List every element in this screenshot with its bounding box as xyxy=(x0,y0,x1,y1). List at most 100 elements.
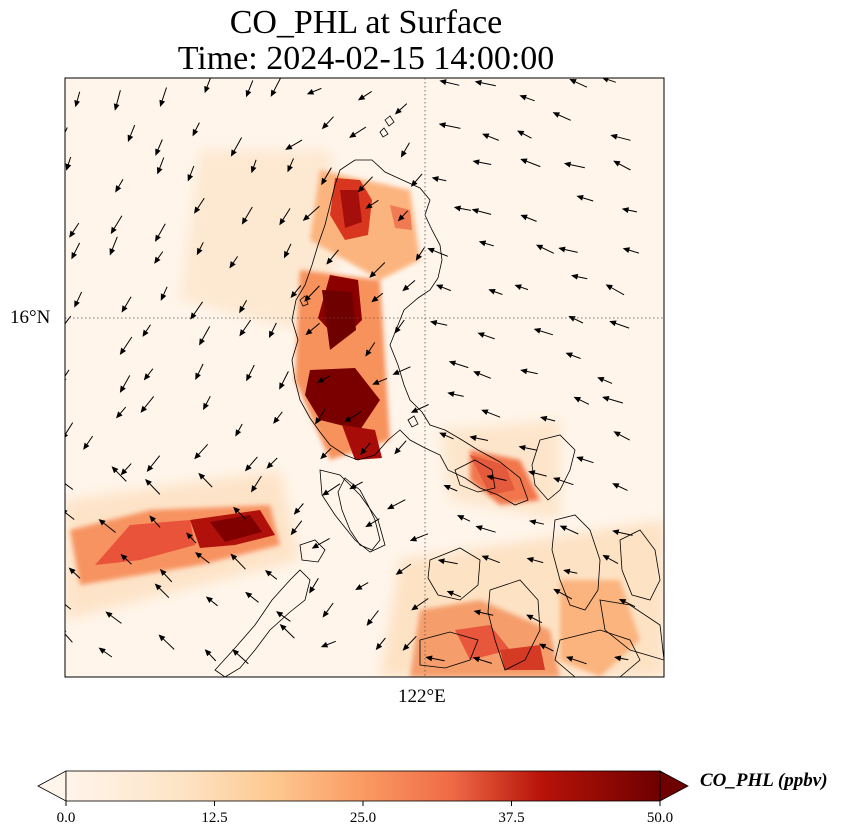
wind-arrow-head xyxy=(194,206,201,214)
wind-arrow-shaft xyxy=(200,326,211,343)
wind-arrow-head xyxy=(239,329,246,337)
wind-arrow-head xyxy=(553,588,561,595)
wind-arrow-head xyxy=(59,479,64,484)
wind-arrow-shaft xyxy=(65,482,74,490)
wind-arrow-head xyxy=(317,377,325,383)
wind-arrow-head xyxy=(375,642,383,651)
wind-arrow-head xyxy=(610,133,618,140)
wind-arrow-head xyxy=(315,417,322,425)
wind-arrow-head xyxy=(203,402,209,411)
wind-arrow-head xyxy=(320,452,328,460)
wind-arrow-head xyxy=(435,284,444,291)
wind-arrow-head xyxy=(478,240,487,247)
wind-arrow-head xyxy=(241,217,248,225)
wind-arrow-head xyxy=(520,158,528,165)
wind-arrow-shaft xyxy=(390,499,406,508)
wind-arrow-shaft xyxy=(567,163,585,169)
wind-arrow-head xyxy=(431,176,439,182)
wind-arrow-head xyxy=(120,553,128,561)
wind-arrow-head xyxy=(195,552,203,559)
colorbar-tick-0: 0.0 xyxy=(56,810,76,826)
wind-arrow-shaft xyxy=(280,371,289,387)
wind-arrow-head xyxy=(233,506,240,514)
wind-arrow-head xyxy=(474,79,482,86)
wind-arrow-head xyxy=(158,634,166,642)
wind-arrow-head xyxy=(394,326,401,334)
wind-arrow-head xyxy=(192,128,199,137)
wind-arrow-head xyxy=(194,452,201,460)
wind-arrow-shaft xyxy=(476,161,492,165)
wind-arrow-head xyxy=(520,214,528,221)
wind-arrow-head xyxy=(394,107,402,115)
wind-arrow-head xyxy=(287,164,293,173)
wind-arrow-head xyxy=(553,477,561,483)
wind-arrow-head xyxy=(204,649,212,657)
wind-arrow-shaft xyxy=(192,301,204,317)
wind-arrow-head xyxy=(357,185,365,193)
wind-arrow-head xyxy=(439,79,447,86)
wind-arrow-head xyxy=(602,396,610,402)
wind-arrow-head xyxy=(559,525,568,532)
wind-arrow-head xyxy=(612,529,620,536)
wind-arrow-head xyxy=(230,553,238,561)
wind-arrow-head xyxy=(98,647,106,654)
wind-arrow-head xyxy=(613,431,621,438)
wind-arrow-head xyxy=(127,134,134,142)
wind-arrow-shaft xyxy=(147,481,161,495)
wind-arrow-shaft xyxy=(371,262,386,276)
wind-arrow-shaft xyxy=(414,404,429,412)
lon-tick-label: 122°E xyxy=(398,686,446,707)
wind-arrow-head xyxy=(410,179,418,187)
wind-arrow-head xyxy=(115,411,123,419)
wind-arrow-head xyxy=(365,521,373,528)
wind-arrow-head xyxy=(71,252,78,260)
wind-arrow-head xyxy=(320,641,329,648)
colorbar-gradient xyxy=(66,771,660,801)
wind-arrow-head xyxy=(146,464,154,472)
wind-arrow-head xyxy=(111,466,119,474)
lat-tick-label: 16°N xyxy=(10,307,51,328)
wind-arrow-head xyxy=(74,100,80,108)
wind-arrow-head xyxy=(386,503,395,510)
colorbar-tick-2: 25.0 xyxy=(349,810,377,826)
wind-arrow-head xyxy=(154,234,161,242)
wind-arrow-shaft xyxy=(241,319,252,334)
wind-arrow-head xyxy=(538,643,547,650)
wind-arrow-head xyxy=(402,284,410,292)
wind-arrow-head xyxy=(517,130,525,137)
wind-arrow-head xyxy=(446,590,454,597)
wind-arrow-shaft xyxy=(563,526,579,535)
wind-arrow-head xyxy=(614,655,622,662)
wind-arrow-head xyxy=(250,165,257,174)
wind-arrow-head xyxy=(394,447,401,455)
wind-arrow-head xyxy=(55,596,60,601)
wind-arrow-head xyxy=(119,385,126,393)
wind-arrow-head xyxy=(482,133,490,139)
wind-arrow-head xyxy=(488,288,496,295)
wind-arrow-head xyxy=(309,586,316,594)
wind-arrow-shaft xyxy=(288,139,303,149)
wind-arrow-head xyxy=(448,360,457,367)
wind-arrow-shaft xyxy=(325,483,341,494)
wind-arrow-head xyxy=(115,185,122,193)
wind-arrow-head xyxy=(365,202,373,209)
wind-arrow-shaft xyxy=(281,208,291,222)
wind-arrow-head xyxy=(65,163,72,171)
wind-arrow-head xyxy=(159,99,166,107)
wind-arrow-shaft xyxy=(537,329,554,336)
wind-arrow-head xyxy=(187,174,194,182)
wind-arrow-shaft xyxy=(112,215,123,231)
wind-arrow-shaft xyxy=(452,362,469,369)
wind-arrow-shaft xyxy=(413,533,429,540)
wind-arrow-shaft xyxy=(272,78,282,94)
co-field xyxy=(65,150,664,677)
wind-arrow-shaft xyxy=(149,455,161,469)
wind-arrow-shaft xyxy=(485,556,500,564)
wind-arrow-shaft xyxy=(360,176,373,190)
wind-arrow-head xyxy=(119,347,127,356)
wind-arrow-shaft xyxy=(65,369,70,378)
wind-arrow-head xyxy=(264,570,273,577)
wind-arrow-head xyxy=(514,284,522,290)
wind-arrow-head xyxy=(246,373,252,382)
wind-arrow-shaft xyxy=(609,286,625,296)
